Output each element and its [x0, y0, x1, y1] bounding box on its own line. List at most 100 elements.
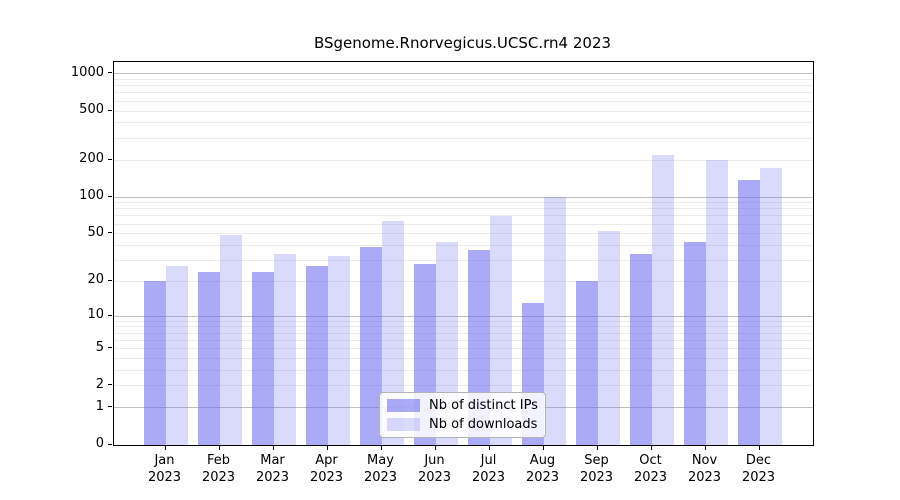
x-tick-label: Nov 2023 [687, 453, 722, 485]
minor-gridline [114, 320, 813, 322]
y-tick-label: 100 [79, 188, 104, 204]
minor-gridline [114, 370, 813, 372]
y-tick-mark [108, 195, 112, 197]
minor-gridline [114, 100, 813, 102]
bar-downloads [759, 168, 782, 445]
x-tick-label: Apr 2023 [309, 453, 344, 485]
legend-swatch-downloads [387, 417, 420, 431]
bar-downloads [219, 234, 242, 445]
x-tick-label: Dec 2023 [741, 453, 776, 485]
x-tick-label: Jan 2023 [147, 453, 182, 485]
bar-distinct-ips [359, 246, 382, 445]
y-tick-label: 0 [95, 436, 104, 451]
minor-gridline [114, 348, 813, 350]
x-tick-mark [326, 446, 328, 450]
major-gridline [114, 315, 813, 317]
bar-downloads [381, 220, 404, 445]
y-tick-label: 500 [79, 102, 104, 118]
legend-label-downloads: Nb of downloads [429, 416, 538, 432]
x-tick-mark [596, 446, 598, 450]
y-tick-mark [108, 384, 112, 386]
minor-gridline [114, 110, 813, 112]
legend-item-downloads: Nb of downloads [387, 417, 538, 432]
minor-gridline [114, 385, 813, 387]
y-tick-label: 1000 [70, 64, 104, 80]
minor-gridline [114, 339, 813, 341]
minor-gridline [114, 137, 813, 139]
y-tick-label: 200 [79, 151, 104, 167]
x-tick-mark [164, 446, 166, 450]
x-tick-label: Mar 2023 [255, 453, 290, 485]
x-tick-mark [218, 446, 220, 450]
bar-downloads [651, 155, 674, 445]
y-tick-label: 2 [95, 376, 104, 392]
minor-gridline [114, 332, 813, 334]
bar-downloads [273, 253, 296, 445]
y-tick-label: 50 [87, 224, 104, 240]
minor-gridline [114, 202, 813, 204]
minor-gridline [114, 244, 813, 246]
bar-distinct-ips [143, 281, 166, 445]
y-tick-mark [108, 443, 112, 445]
x-tick-mark [704, 446, 706, 450]
x-tick-label: Aug 2023 [525, 453, 560, 485]
major-gridline [114, 196, 813, 198]
x-tick-mark [434, 446, 436, 450]
bar-downloads [327, 255, 350, 445]
bar-downloads [705, 160, 728, 445]
bar-distinct-ips [629, 253, 652, 445]
x-tick-mark [542, 446, 544, 450]
y-tick-label: 20 [87, 272, 104, 288]
chart-title: BSgenome.Rnorvegicus.UCSC.rn4 2023 [313, 34, 612, 52]
minor-gridline [114, 260, 813, 262]
minor-gridline [114, 159, 813, 161]
legend: Nb of distinct IPs Nb of downloads [379, 392, 546, 438]
y-tick-label: 1 [95, 398, 104, 414]
minor-gridline [114, 208, 813, 210]
bar-distinct-ips [737, 180, 760, 445]
y-tick-label: 5 [95, 339, 104, 355]
y-tick-label: 10 [87, 307, 104, 323]
y-tick-mark [108, 109, 112, 111]
x-tick-label: Sep 2023 [579, 453, 614, 485]
x-tick-mark [380, 446, 382, 450]
legend-item-distinct-ips: Nb of distinct IPs [387, 398, 538, 413]
bar-downloads [489, 215, 512, 445]
x-tick-mark [272, 446, 274, 450]
minor-gridline [114, 223, 813, 225]
x-tick-mark [650, 446, 652, 450]
x-tick-mark [758, 446, 760, 450]
bar-distinct-ips [305, 265, 328, 445]
x-tick-label: Jun 2023 [417, 453, 452, 485]
bar-downloads [165, 265, 188, 445]
bar-distinct-ips [683, 241, 706, 445]
legend-swatch-distinct-ips [387, 399, 420, 413]
minor-gridline [114, 215, 813, 217]
x-tick-label: Feb 2023 [201, 453, 236, 485]
minor-gridline [114, 280, 813, 282]
x-tick-label: May 2023 [363, 453, 398, 485]
bar-distinct-ips [251, 272, 274, 445]
minor-gridline [114, 92, 813, 94]
y-tick-mark [108, 314, 112, 316]
x-tick-label: Jul 2023 [471, 453, 506, 485]
y-tick-mark [108, 347, 112, 349]
minor-gridline [114, 122, 813, 124]
minor-gridline [114, 85, 813, 87]
y-tick-mark [108, 279, 112, 281]
minor-gridline [114, 233, 813, 235]
x-tick-label: Oct 2023 [633, 453, 668, 485]
x-tick-mark [488, 446, 490, 450]
y-tick-mark [108, 72, 112, 74]
plot-area [113, 61, 814, 446]
major-gridline [114, 73, 813, 75]
bar-distinct-ips [197, 272, 220, 445]
bar-downloads [597, 230, 620, 445]
y-tick-mark [108, 406, 112, 408]
y-tick-mark [108, 158, 112, 160]
minor-gridline [114, 358, 813, 360]
legend-label-distinct-ips: Nb of distinct IPs [429, 398, 538, 414]
minor-gridline [114, 326, 813, 328]
bar-downloads [543, 197, 566, 445]
